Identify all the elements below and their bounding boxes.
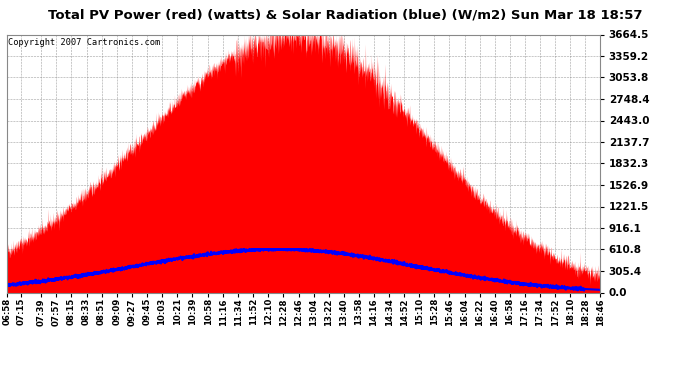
Text: Copyright 2007 Cartronics.com: Copyright 2007 Cartronics.com bbox=[8, 38, 160, 47]
Text: Total PV Power (red) (watts) & Solar Radiation (blue) (W/m2) Sun Mar 18 18:57: Total PV Power (red) (watts) & Solar Rad… bbox=[48, 9, 642, 22]
